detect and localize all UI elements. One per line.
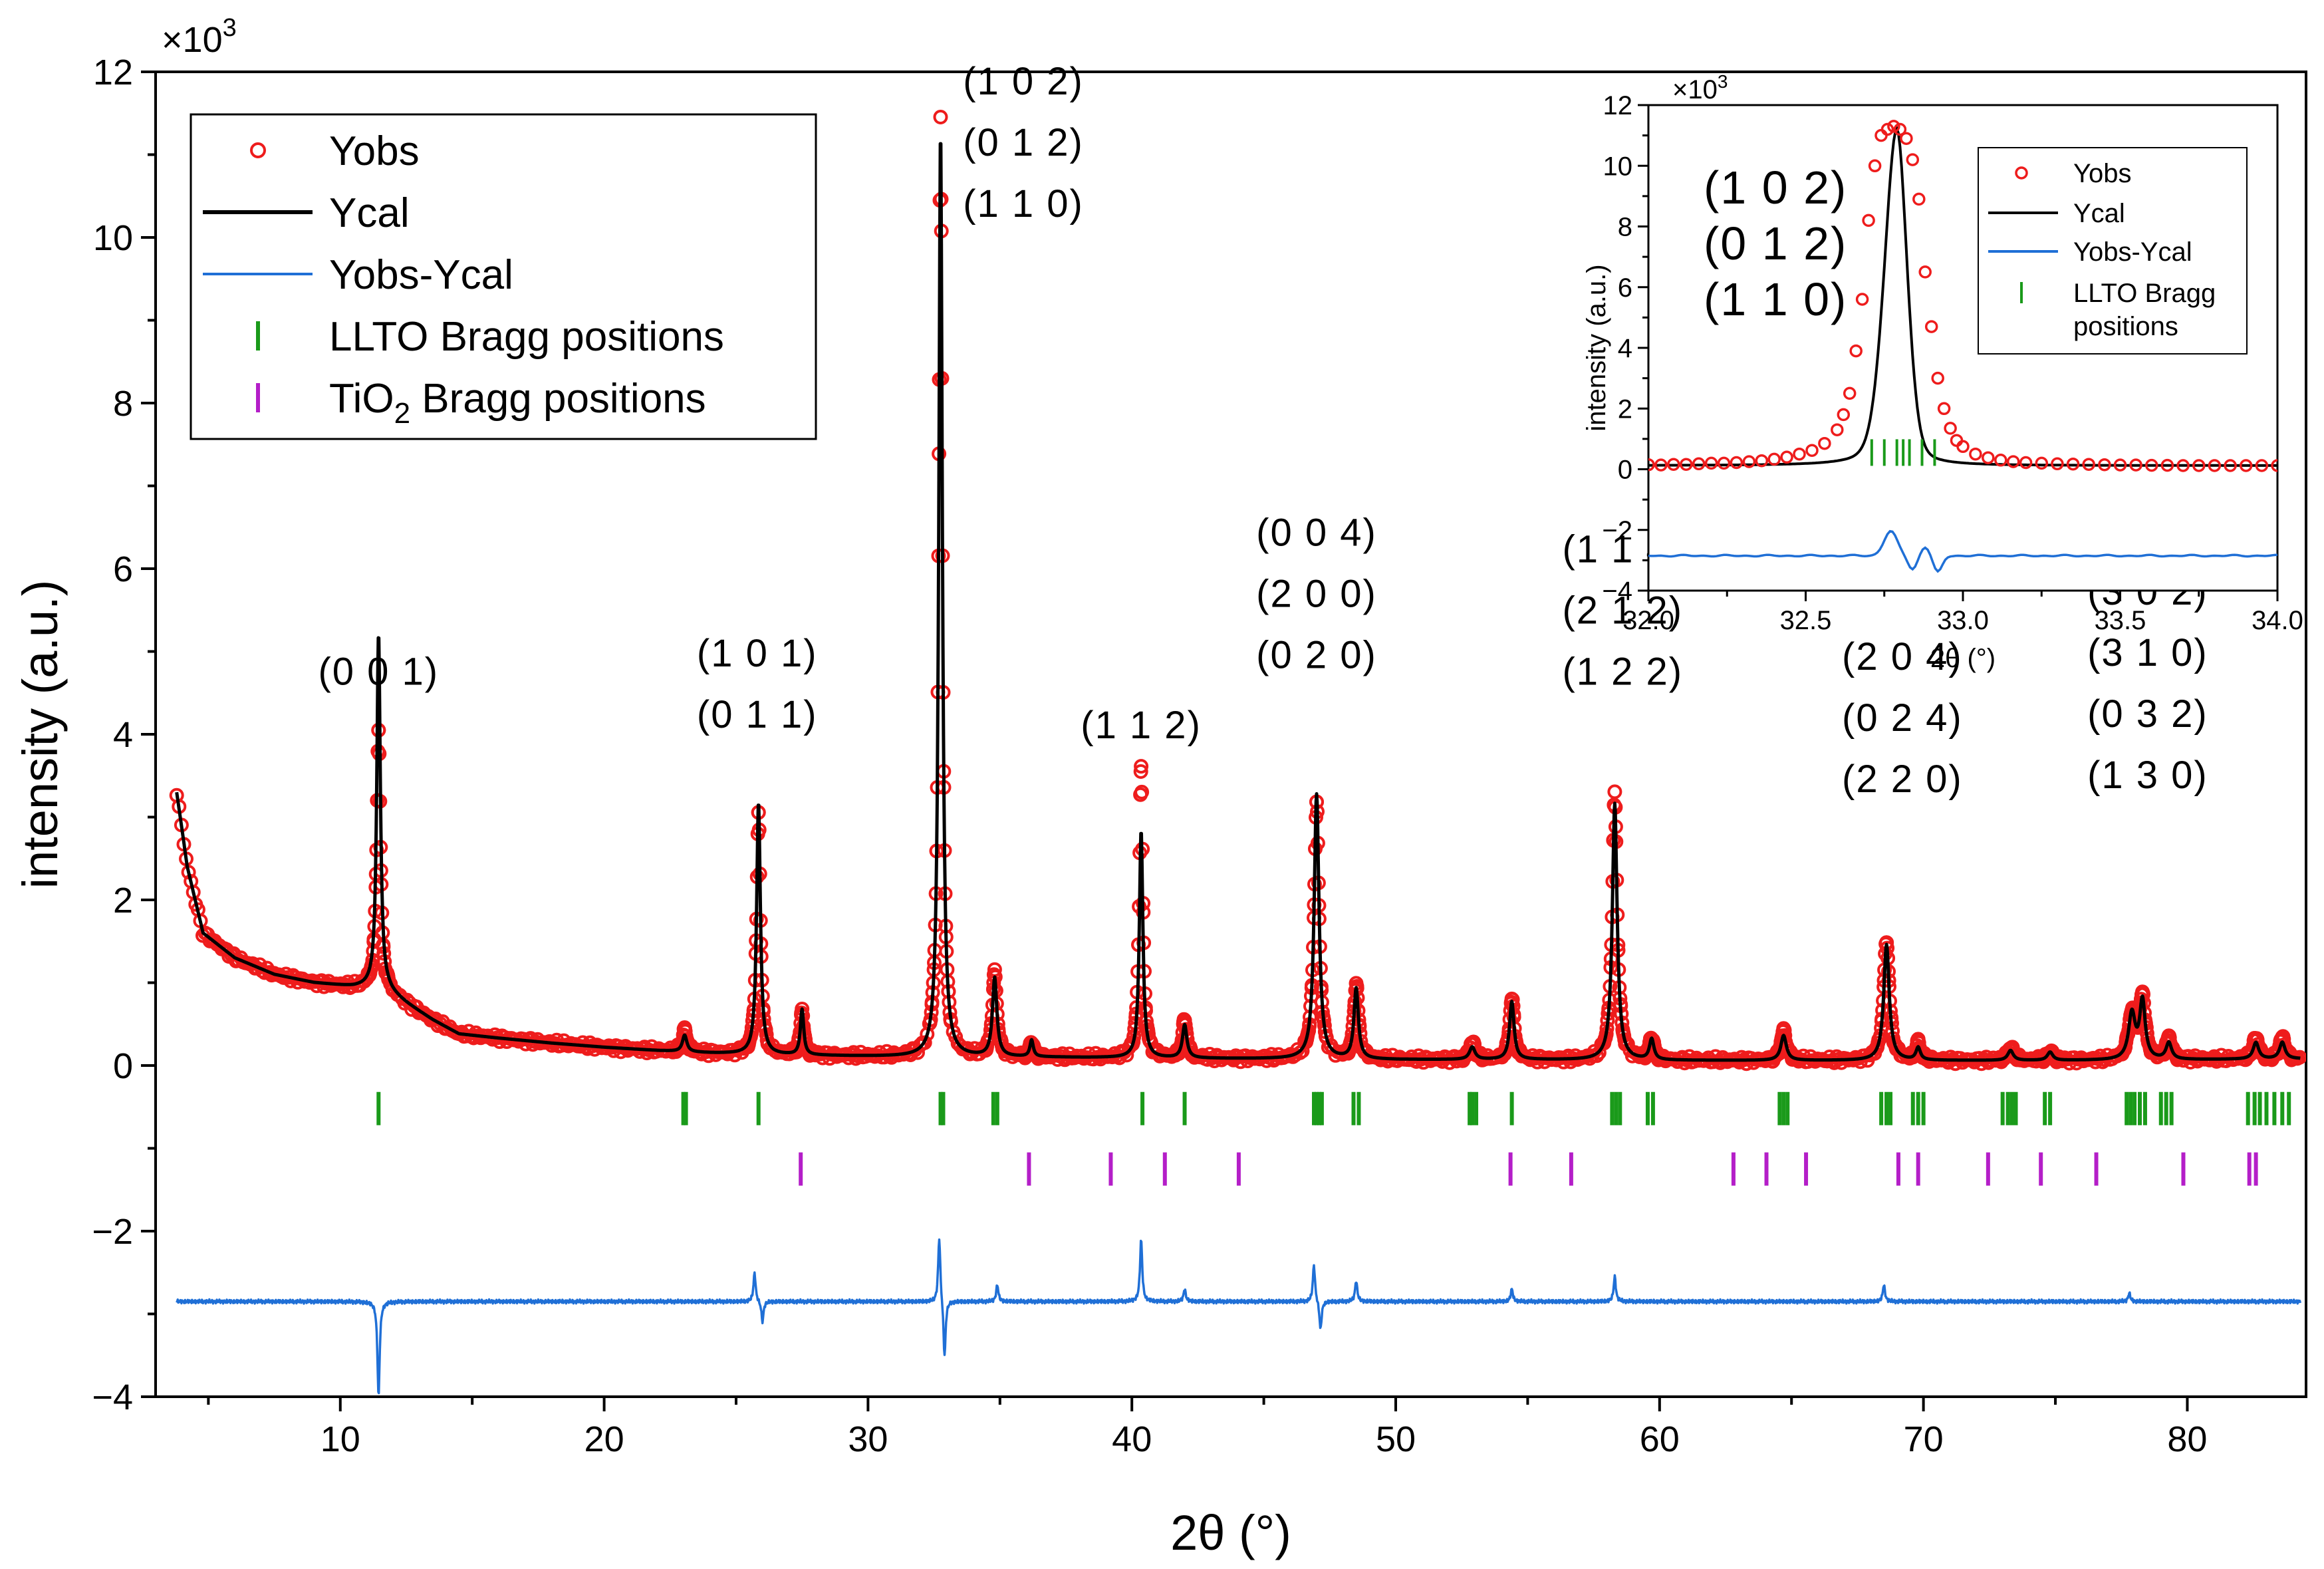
inset-y-tick-label: 4 [1618,334,1632,363]
hkl-line: (1 0 2) [963,60,1084,103]
y-axis-title: intensity (a.u.) [13,580,68,889]
hkl-line: (0 0 1) [318,650,439,693]
y-multiplier-exp: 3 [223,14,237,42]
y-tick-label: 4 [113,715,133,755]
x-tick-label: 10 [321,1419,360,1459]
inset-y-tick-label: 0 [1618,456,1632,485]
legend-label: LLTO Bragg positions [329,314,724,360]
hkl-line: (0 1 2) [963,121,1084,164]
hkl-label: (0 0 4) (2 0 0) (0 2 0) [1256,511,1377,676]
x-axis-title: 2θ (°) [1170,1505,1291,1560]
inset-hkl-line: (0 1 2) [1704,217,1847,269]
hkl-line: (2 2 0) [1842,758,1963,801]
y-tick-label: 0 [113,1046,133,1086]
yobs-point [1134,759,1149,774]
legend-label-sub: 2 [394,397,410,430]
hkl-line: (0 2 0) [1256,633,1377,676]
inset-hkl-label: (1 0 2)(0 1 2)(1 1 0) [1704,162,1847,325]
legend-label-rest: Bragg positions [410,376,706,422]
y-axis: −4 −2 0 2 4 6 8 10 12 [92,53,156,1417]
y-tick-label: −2 [92,1212,133,1252]
hkl-line: (0 0 4) [1256,511,1377,554]
inset-y-tick-label: 6 [1618,273,1632,303]
hkl-line: (1 3 0) [2087,754,2208,797]
yobs-ycal-line [176,1238,2301,1395]
legend-label: Ycal [329,190,410,236]
legend-label: Yobs-Ycal [329,252,513,298]
inset-x-tick-label: 33.5 [2095,606,2146,635]
plot-area [169,110,2306,1395]
hkl-label: (1 0 1) (0 1 1) [697,632,818,736]
inset-x-tick-label: 32.5 [1780,606,1832,635]
tio2-bragg-ticks [799,1152,2258,1186]
x-axis: 10 20 30 40 50 60 70 80 [207,1397,2207,1459]
x-tick-label: 20 [584,1419,624,1459]
legend-label: Yobs [329,128,420,174]
legend: Yobs Ycal Yobs-Ycal LLTO Bragg positions TiO… [190,113,817,440]
y-tick-label: 6 [113,549,133,589]
inset-y-tick-label: 8 [1618,213,1632,242]
yobs-point [1134,784,1150,799]
y-multiplier: ×103 [162,14,237,60]
hkl-line: (3 1 0) [2087,631,2208,674]
inset-plot: 32.0 32.5 33.0 33.5 34.0 −4 −2 0 2 4 6 8 10 12 ×103 2θ … [1582,71,2303,673]
hkl-line: (1 1 2) [1081,704,1202,747]
inset-legend-label: Ycal [2073,199,2125,228]
yobs-point [1607,784,1622,799]
inset-y-tick-label: 12 [1603,91,1633,120]
inset-legend-label: Yobs [2073,159,2132,188]
inset-y-tick-label: 10 [1603,152,1633,181]
hkl-label: (1 0 2) (0 1 2) (1 1 0) [963,60,1084,225]
hkl-line: (1 1 0) [963,182,1084,225]
x-tick-label: 70 [1904,1419,1944,1459]
inset-x-tick-label: 33.0 [1937,606,1989,635]
inset-legend-label: Yobs-Ycal [2073,237,2192,267]
y-tick-label: −4 [92,1377,133,1417]
hkl-line: (2 0 0) [1256,572,1377,615]
inset-y-tick-label: −2 [1602,516,1632,545]
x-tick-label: 60 [1640,1419,1680,1459]
legend-label: TiO2 Bragg positions [329,376,706,430]
hkl-line: (0 2 4) [1842,696,1963,740]
inset-legend: Yobs Ycal Yobs-Ycal LLTO Bragg positions [1978,147,2248,355]
yobs-point [1133,764,1148,779]
yobs-point [933,110,948,124]
y-tick-label: 12 [93,53,133,92]
inset-x-axis-title: 2θ (°) [1930,644,1996,673]
hkl-label: (3 0 2)(3 1 0)(0 3 2)(1 3 0) [2087,570,2208,797]
hkl-line: (1 2 2) [1562,650,1683,693]
hkl-line: (0 3 2) [2087,692,2208,736]
y-tick-label: 10 [93,218,133,258]
inset-y-tick-label: 2 [1618,394,1632,424]
llto-bragg-ticks [376,1091,2291,1125]
inset-legend-label: LLTO Bragg [2073,279,2216,308]
y-tick-label: 2 [113,881,133,921]
hkl-line: (1 0 1) [697,632,818,675]
inset-hkl-line: (1 0 2) [1704,162,1847,214]
inset-x-tick-label: 32.0 [1622,606,1674,635]
inset-legend-label-2: positions [2073,312,2178,341]
inset-y-multiplier-exp: 3 [1718,71,1728,92]
inset-y-multiplier: ×103 [1672,71,1728,104]
y-tick-label: 8 [113,384,133,424]
inset-y-tick-label: −4 [1602,577,1632,606]
hkl-line: (0 1 1) [697,693,818,736]
x-tick-label: 50 [1376,1419,1416,1459]
x-tick-label: 80 [2167,1419,2207,1459]
x-tick-label: 40 [1112,1419,1152,1459]
inset-hkl-line: (1 1 0) [1704,273,1847,325]
inset-y-axis-title: intensity (a.u.) [1582,264,1611,431]
x-tick-label: 30 [848,1419,888,1459]
inset-x-tick-label: 34.0 [2252,606,2303,635]
hkl-label: (1 1 2) [1081,704,1202,747]
hkl-label: (0 0 1) [318,650,439,693]
